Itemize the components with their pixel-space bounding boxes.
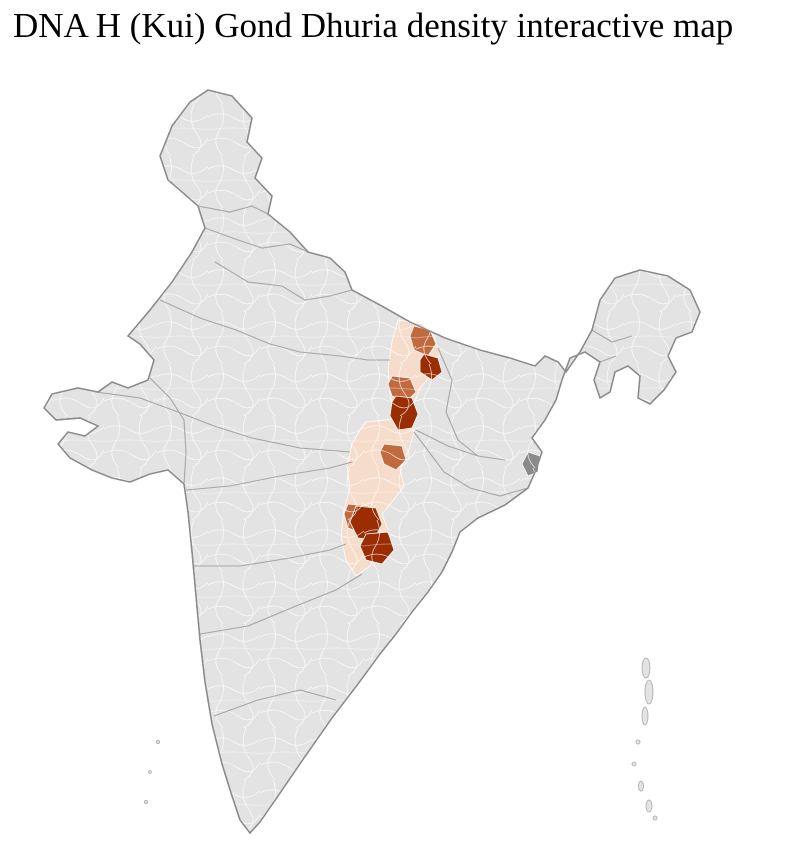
lakshadweep-islands[interactable] [143,740,160,805]
india-outline [43,89,701,835]
state-boundaries [95,205,633,717]
page-title: DNA H (Kui) Gond Dhuria density interact… [13,6,734,45]
andaman-nicobar-islands[interactable] [631,657,658,821]
